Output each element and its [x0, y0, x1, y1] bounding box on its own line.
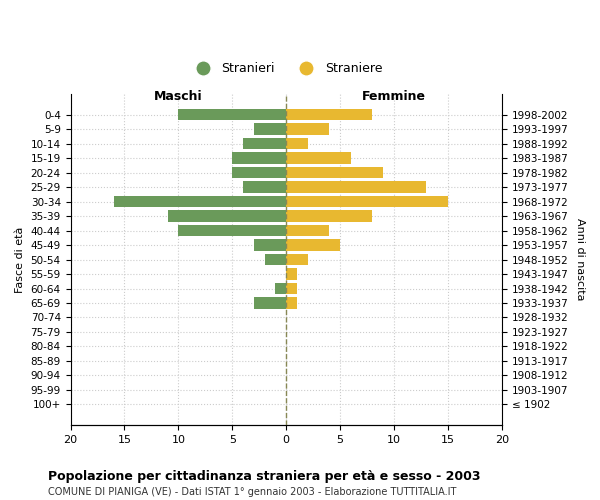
Bar — [286, 225, 329, 236]
Bar — [232, 152, 286, 164]
Bar — [286, 268, 297, 280]
Bar — [275, 282, 286, 294]
Bar — [167, 210, 286, 222]
Y-axis label: Fasce di età: Fasce di età — [15, 226, 25, 292]
Text: COMUNE DI PIANIGA (VE) - Dati ISTAT 1° gennaio 2003 - Elaborazione TUTTITALIA.IT: COMUNE DI PIANIGA (VE) - Dati ISTAT 1° g… — [48, 487, 457, 497]
Bar — [113, 196, 286, 207]
Bar — [286, 167, 383, 178]
Bar — [265, 254, 286, 266]
Bar — [254, 297, 286, 309]
Bar — [286, 182, 427, 193]
Bar — [286, 297, 297, 309]
Bar — [286, 282, 297, 294]
Bar — [286, 254, 308, 266]
Bar — [286, 138, 308, 149]
Bar — [286, 152, 351, 164]
Bar — [254, 240, 286, 251]
Bar — [286, 196, 448, 207]
Text: Maschi: Maschi — [154, 90, 203, 103]
Text: Femmine: Femmine — [362, 90, 426, 103]
Bar — [286, 124, 329, 135]
Bar — [243, 138, 286, 149]
Bar — [178, 109, 286, 120]
Bar — [178, 225, 286, 236]
Bar — [243, 182, 286, 193]
Bar — [286, 210, 373, 222]
Text: Popolazione per cittadinanza straniera per età e sesso - 2003: Popolazione per cittadinanza straniera p… — [48, 470, 481, 483]
Bar — [286, 109, 373, 120]
Bar — [254, 124, 286, 135]
Legend: Stranieri, Straniere: Stranieri, Straniere — [185, 57, 388, 80]
Bar — [232, 167, 286, 178]
Bar — [286, 240, 340, 251]
Y-axis label: Anni di nascita: Anni di nascita — [575, 218, 585, 301]
